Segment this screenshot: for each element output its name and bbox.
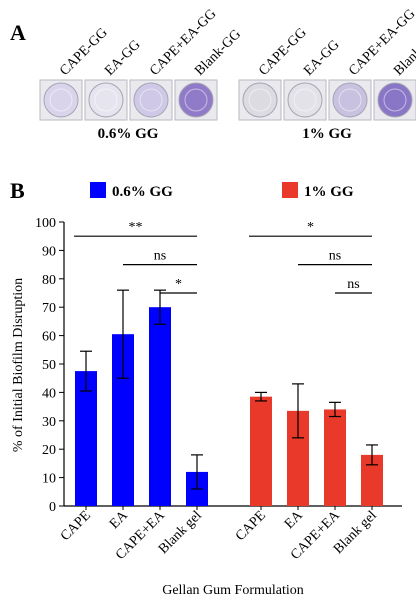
well-image: [129, 79, 173, 121]
legend-label: 0.6% GG: [112, 184, 173, 200]
well-circle: [88, 82, 124, 118]
legend-swatch: [282, 182, 298, 198]
panel-a-letter: A: [10, 20, 26, 45]
well-inner-ring: [94, 88, 118, 112]
well-image: [283, 79, 327, 121]
bar: [250, 396, 272, 506]
x-axis-title: Gellan Gum Formulation: [162, 583, 304, 598]
well-inner-ring: [338, 88, 362, 112]
well-circle: [377, 82, 413, 118]
well-inner-ring: [139, 88, 163, 112]
bar: [112, 334, 134, 506]
well-label: CAPE-GG: [57, 25, 111, 79]
well-circle: [43, 82, 79, 118]
x-tick-label: EA: [107, 508, 131, 532]
well-image: [174, 79, 218, 121]
bar: [361, 454, 383, 506]
bar: [324, 409, 346, 506]
y-tick-label: 70: [42, 301, 56, 316]
y-tick-label: 30: [42, 415, 56, 430]
panel-b-letter: B: [10, 178, 25, 203]
x-tick-label: EA: [282, 508, 306, 532]
x-tick-label: CAPE: [58, 508, 94, 544]
well-inner-ring: [49, 88, 73, 112]
x-tick-label: CAPE: [233, 508, 269, 544]
legend: 0.6% GG 1% GG: [90, 182, 354, 200]
well-inner-ring: [383, 88, 407, 112]
well-circle: [242, 82, 278, 118]
well-circle: [332, 82, 368, 118]
y-tick-label: 10: [42, 472, 56, 487]
significance-label: ns: [347, 277, 359, 292]
significance-label: ns: [154, 249, 166, 264]
well-label: EA-GG: [301, 37, 342, 78]
bar: [75, 371, 97, 506]
well-circle: [287, 82, 323, 118]
well-label: CAPE-GG: [256, 25, 310, 79]
y-axis-title: % of Initial Biofilm Disruption: [11, 278, 26, 452]
y-tick-label: 20: [42, 443, 56, 458]
well-circle: [133, 82, 169, 118]
bar: [149, 307, 171, 506]
well-group-title: 0.6% GG: [98, 126, 159, 142]
panel-b: B 0.6% GG 1% GG 0 10 20 30 40 50 60 70 80 90 100 CAP…: [10, 178, 402, 598]
legend-label: 1% GG: [304, 184, 354, 200]
y-tick-label: 50: [42, 358, 56, 373]
y-tick-label: 40: [42, 386, 56, 401]
significance-label: *: [307, 220, 314, 235]
significance-label: ns: [329, 249, 341, 264]
well-inner-ring: [184, 88, 208, 112]
well-inner-ring: [293, 88, 317, 112]
bar: [287, 410, 309, 506]
well-image: [238, 79, 282, 121]
well-image: [373, 79, 416, 121]
legend-swatch: [90, 182, 106, 198]
well-inner-ring: [248, 88, 272, 112]
y-tick-label: 100: [35, 216, 56, 231]
well-image: [84, 79, 128, 121]
significance-label: *: [175, 277, 182, 292]
significance-label: **: [129, 220, 143, 235]
y-tick-label: 90: [42, 244, 56, 259]
well-circle: [178, 82, 214, 118]
well-label: EA-GG: [102, 37, 143, 78]
well-image: [328, 79, 372, 121]
y-tick-label: 0: [49, 500, 56, 515]
y-tick-label: 60: [42, 330, 56, 345]
well-image: [39, 79, 83, 121]
y-tick-label: 80: [42, 273, 56, 288]
well-group-title: 1% GG: [302, 126, 352, 142]
